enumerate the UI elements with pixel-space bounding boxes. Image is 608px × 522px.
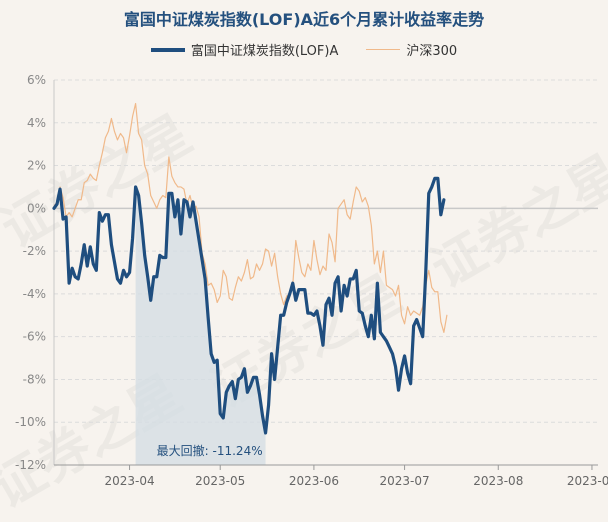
legend-label-fund: 富国中证煤炭指数(LOF)A: [190, 44, 339, 59]
series-line-hs300: [53, 102, 448, 333]
y-axis-tick-labels: 6% 4% 2% 0% -2% -4% -6% -8% -10% -12%: [15, 73, 46, 472]
legend-item-fund[interactable]: 富国中证煤炭指数(LOF)A: [150, 40, 339, 59]
x-tick-label: 2023-07: [380, 474, 430, 488]
legend-label-hs300: 沪深300: [406, 44, 458, 59]
y-tick-label: -8%: [23, 372, 46, 386]
legend-swatch-fund: [150, 47, 185, 52]
x-tick-label: 2023-09: [567, 474, 608, 488]
x-axis: 2023-04 2023-05 2023-06 2023-07 2023-08 2023-…: [53, 80, 608, 488]
y-tick-label: -10%: [15, 415, 46, 429]
drawdown-area: [135, 186, 266, 465]
grid-lines: [54, 79, 598, 466]
line-chart: 6%4%2%0%-2%-4%-6%-8%-10%-12% 2023-04 2023…: [15, 73, 608, 488]
chart-legend: 富国中证煤炭指数(LOF)A 沪深300: [0, 40, 608, 59]
legend-item-hs300[interactable]: 沪深300: [366, 40, 457, 59]
chart-title: 富国中证煤炭指数(LOF)A近6个月累计收益率走势: [123, 10, 485, 29]
x-tick-label: 2023-05: [195, 474, 245, 488]
y-tick-label: -6%: [23, 330, 46, 344]
drawdown-label: 最大回撤: -11.24%: [157, 443, 263, 458]
legend-swatch-hs300: [366, 49, 401, 50]
x-tick-label: 2023-06: [289, 474, 339, 488]
drawdown-region: [135, 186, 266, 465]
x-tick-label: 2023-04: [104, 474, 154, 488]
series-lines: [52, 102, 448, 435]
y-tick-label: 6%: [27, 73, 46, 87]
y-tick-label: -4%: [23, 287, 46, 301]
y-tick-label: 4%: [27, 116, 46, 130]
annotations: 最大回撤: -11.24%: [157, 443, 263, 458]
series-line-fund: [52, 176, 446, 435]
y-tick-label: -2%: [23, 244, 46, 258]
x-tick-label: 2023-08: [473, 474, 523, 488]
y-tick-label: -12%: [15, 458, 46, 472]
y-tick-label: 0%: [27, 201, 46, 215]
y-tick-label: 2%: [27, 159, 46, 173]
